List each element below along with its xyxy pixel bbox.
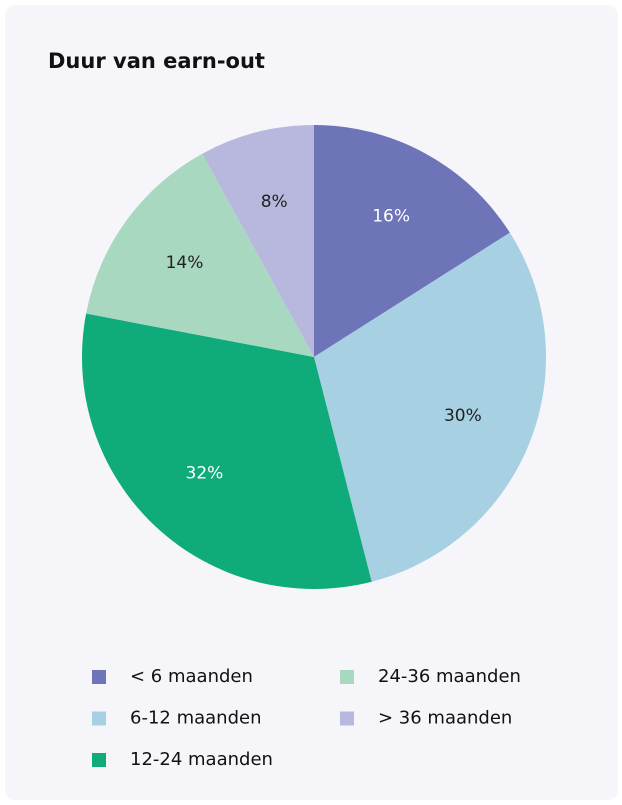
slice-label: 14% (166, 253, 204, 273)
slice-label: 8% (261, 192, 288, 212)
pie-slice (314, 125, 510, 357)
legend-label: < 6 maanden (130, 666, 253, 687)
legend-swatch (92, 670, 106, 684)
legend-swatch (340, 670, 354, 684)
pie-slice (314, 232, 546, 582)
legend-swatch (92, 753, 106, 767)
legend-label: > 36 maanden (378, 708, 512, 729)
legend-label: 6-12 maanden (130, 708, 261, 729)
pie-slice (202, 125, 314, 357)
slice-label: 16% (372, 207, 410, 227)
pie-slice (86, 153, 314, 357)
legend-swatch (340, 711, 354, 726)
slice-label: 30% (444, 406, 482, 426)
legend-swatch (92, 711, 106, 726)
legend-label: 24-36 maanden (378, 666, 521, 687)
pie-slice (81, 313, 372, 589)
slice-label: 32% (186, 464, 224, 484)
legend-label: 12-24 maanden (130, 749, 273, 770)
chart-title: Duur van earn-out (48, 49, 265, 73)
